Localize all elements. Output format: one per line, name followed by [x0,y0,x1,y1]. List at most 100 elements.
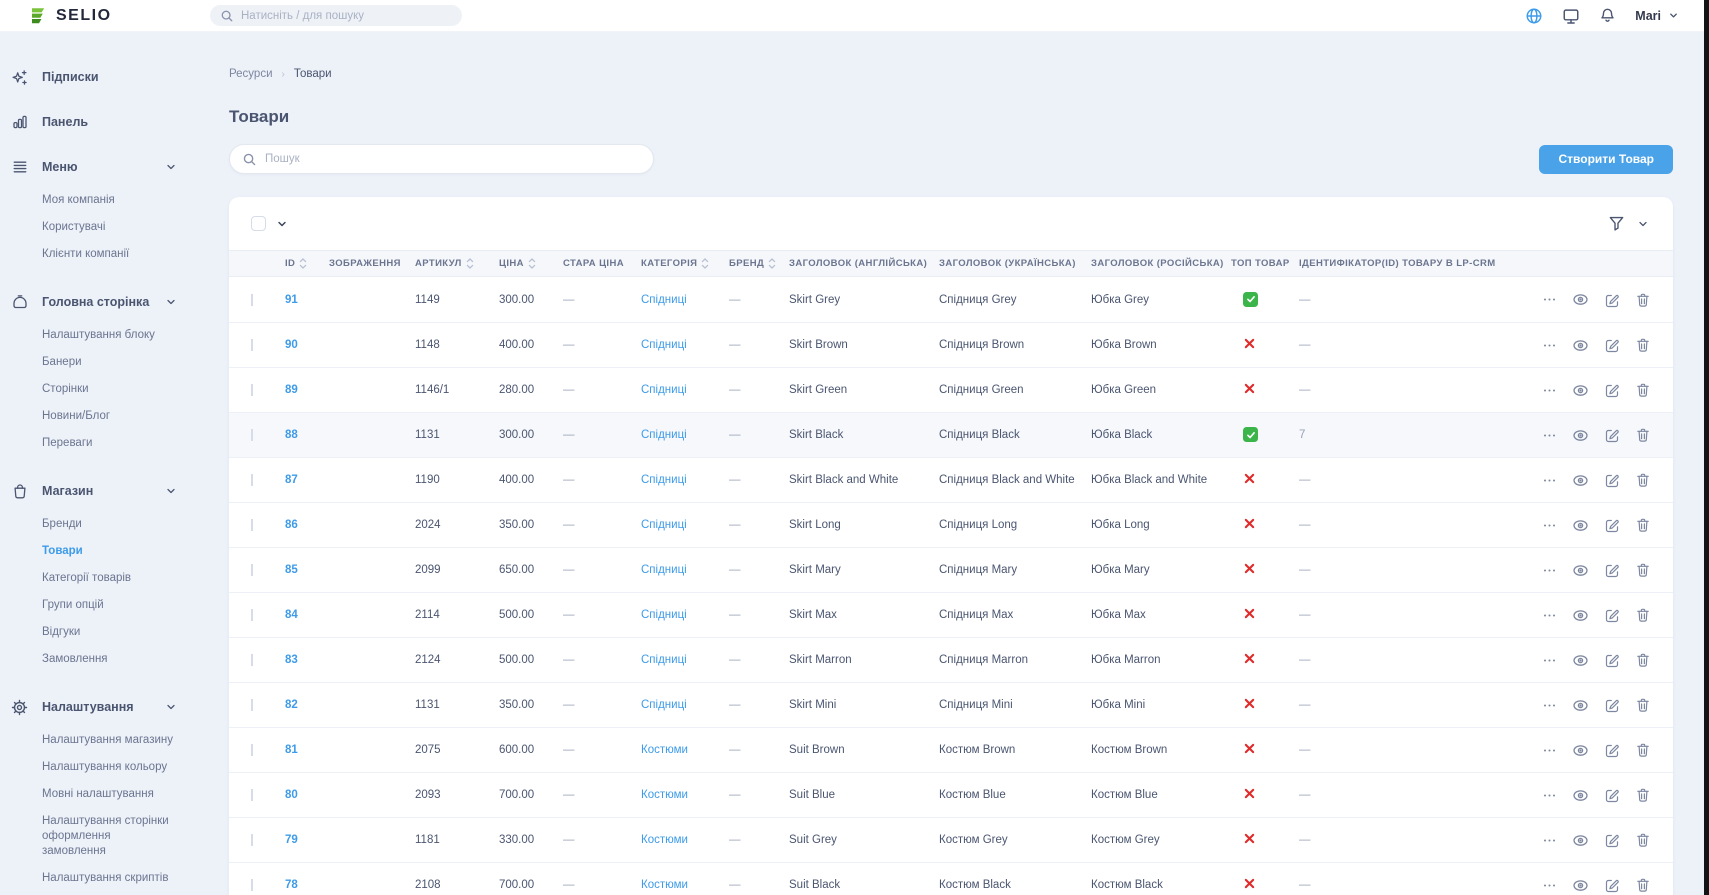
product-id-link[interactable]: 81 [285,744,298,756]
select-all-checkbox[interactable] [251,216,266,231]
row-checkbox[interactable] [251,384,253,396]
breadcrumb-parent[interactable]: Ресурси [229,68,273,80]
row-checkbox[interactable] [251,834,253,846]
more-actions-icon[interactable] [1542,428,1557,443]
delete-trash-icon[interactable] [1635,517,1651,533]
sidebar-subitem[interactable]: Категорії товарів [42,572,132,584]
delete-trash-icon[interactable] [1635,382,1651,398]
product-category-link[interactable]: Спідниці [641,293,687,306]
view-eye-icon[interactable] [1572,427,1589,444]
view-eye-icon[interactable] [1572,832,1589,849]
product-category-link[interactable]: Спідниці [641,564,687,576]
row-checkbox[interactable] [251,699,253,711]
sort-icon[interactable] [466,257,474,270]
sidebar-subitem[interactable]: Користувачі [42,221,106,233]
sidebar-subitem[interactable]: Налаштування магазину [42,734,173,746]
sidebar-subitem[interactable]: Замовлення [42,653,108,665]
sidebar-item-0[interactable]: Підписки [11,66,229,88]
row-checkbox[interactable] [251,654,253,666]
sort-icon[interactable] [299,257,307,270]
view-eye-icon[interactable] [1572,697,1589,714]
create-product-button[interactable]: Створити Товар [1539,144,1673,174]
sort-icon[interactable] [701,257,709,270]
delete-trash-icon[interactable] [1635,877,1651,893]
product-category-link[interactable]: Спідниці [641,609,687,621]
more-actions-icon[interactable] [1542,383,1557,398]
product-id-link[interactable]: 85 [285,564,298,576]
sidebar-subitem[interactable]: Моя компанія [42,194,115,206]
delete-trash-icon[interactable] [1635,832,1651,848]
product-category-link[interactable]: Костюми [641,879,688,891]
sidebar-item-1[interactable]: Панель [11,111,229,133]
edit-pencil-icon[interactable] [1604,292,1620,308]
sidebar-subitem[interactable]: Клієнти компанії [42,248,130,260]
view-eye-icon[interactable] [1572,291,1589,308]
edit-pencil-icon[interactable] [1604,652,1620,668]
sidebar-subitem[interactable]: Товари [42,545,83,557]
sidebar-subitem[interactable]: Налаштування сторінки оформлення замовле… [42,815,169,857]
row-checkbox[interactable] [251,474,253,486]
column-header[interactable]: ЦІНА [499,257,563,270]
global-search[interactable] [210,5,462,26]
more-actions-icon[interactable] [1542,833,1557,848]
product-category-link[interactable]: Спідниці [641,384,687,396]
more-actions-icon[interactable] [1542,473,1557,488]
row-checkbox[interactable] [251,339,253,351]
delete-trash-icon[interactable] [1635,652,1651,668]
column-header[interactable]: КАТЕГОРІЯ [641,257,729,270]
product-id-link[interactable]: 78 [285,879,298,891]
products-search-input[interactable] [265,153,641,165]
filter-funnel-icon[interactable] [1608,215,1625,232]
delete-trash-icon[interactable] [1635,742,1651,758]
view-eye-icon[interactable] [1572,517,1589,534]
display-monitor-icon[interactable] [1562,7,1580,25]
delete-trash-icon[interactable] [1635,787,1651,803]
sidebar-subitem[interactable]: Мовні налаштування [42,788,154,800]
view-eye-icon[interactable] [1572,742,1589,759]
edit-pencil-icon[interactable] [1604,472,1620,488]
view-eye-icon[interactable] [1572,877,1589,894]
product-id-link[interactable]: 89 [285,384,298,396]
row-checkbox[interactable] [251,609,253,621]
edit-pencil-icon[interactable] [1604,832,1620,848]
more-actions-icon[interactable] [1542,743,1557,758]
product-id-link[interactable]: 80 [285,789,298,801]
view-eye-icon[interactable] [1572,607,1589,624]
product-category-link[interactable]: Спідниці [641,339,687,351]
delete-trash-icon[interactable] [1635,562,1651,578]
more-actions-icon[interactable] [1542,338,1557,353]
product-id-link[interactable]: 91 [285,293,298,306]
edit-pencil-icon[interactable] [1604,337,1620,353]
product-id-link[interactable]: 87 [285,474,298,486]
sidebar-subitem[interactable]: Переваги [42,437,93,449]
delete-trash-icon[interactable] [1635,472,1651,488]
edit-pencil-icon[interactable] [1604,787,1620,803]
product-category-link[interactable]: Спідниці [641,519,687,531]
delete-trash-icon[interactable] [1635,427,1651,443]
user-menu[interactable]: Mari [1635,9,1679,23]
row-checkbox[interactable] [251,744,253,756]
more-actions-icon[interactable] [1542,292,1557,307]
row-checkbox[interactable] [251,879,253,891]
column-header[interactable]: БРЕНД [729,257,789,270]
product-id-link[interactable]: 88 [285,429,298,441]
sidebar-subitem[interactable]: Сторінки [42,383,89,395]
sidebar-item-4[interactable]: Магазин [11,480,229,502]
view-eye-icon[interactable] [1572,562,1589,579]
sidebar-subitem[interactable]: Бренди [42,518,82,530]
column-header[interactable]: АРТИКУЛ [415,257,499,270]
more-actions-icon[interactable] [1542,788,1557,803]
products-search[interactable] [229,144,654,174]
column-header[interactable]: ID [285,257,329,270]
edit-pencil-icon[interactable] [1604,742,1620,758]
select-all-chevron-icon[interactable] [276,218,288,230]
row-checkbox[interactable] [251,789,253,801]
global-search-input[interactable] [241,9,452,22]
sidebar-item-3[interactable]: Головна сторінка [11,291,229,313]
edit-pencil-icon[interactable] [1604,607,1620,623]
product-id-link[interactable]: 82 [285,699,298,711]
product-category-link[interactable]: Спідниці [641,429,687,441]
sidebar-subitem[interactable]: Налаштування блоку [42,329,155,341]
filter-chevron-icon[interactable] [1637,218,1649,230]
more-actions-icon[interactable] [1542,608,1557,623]
